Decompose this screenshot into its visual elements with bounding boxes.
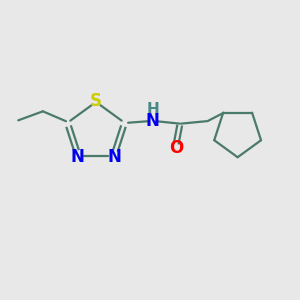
Text: S: S (90, 92, 102, 110)
Text: N: N (107, 148, 121, 166)
Text: O: O (169, 139, 183, 157)
Text: N: N (145, 112, 159, 130)
Text: N: N (71, 148, 85, 166)
Text: H: H (147, 102, 159, 117)
